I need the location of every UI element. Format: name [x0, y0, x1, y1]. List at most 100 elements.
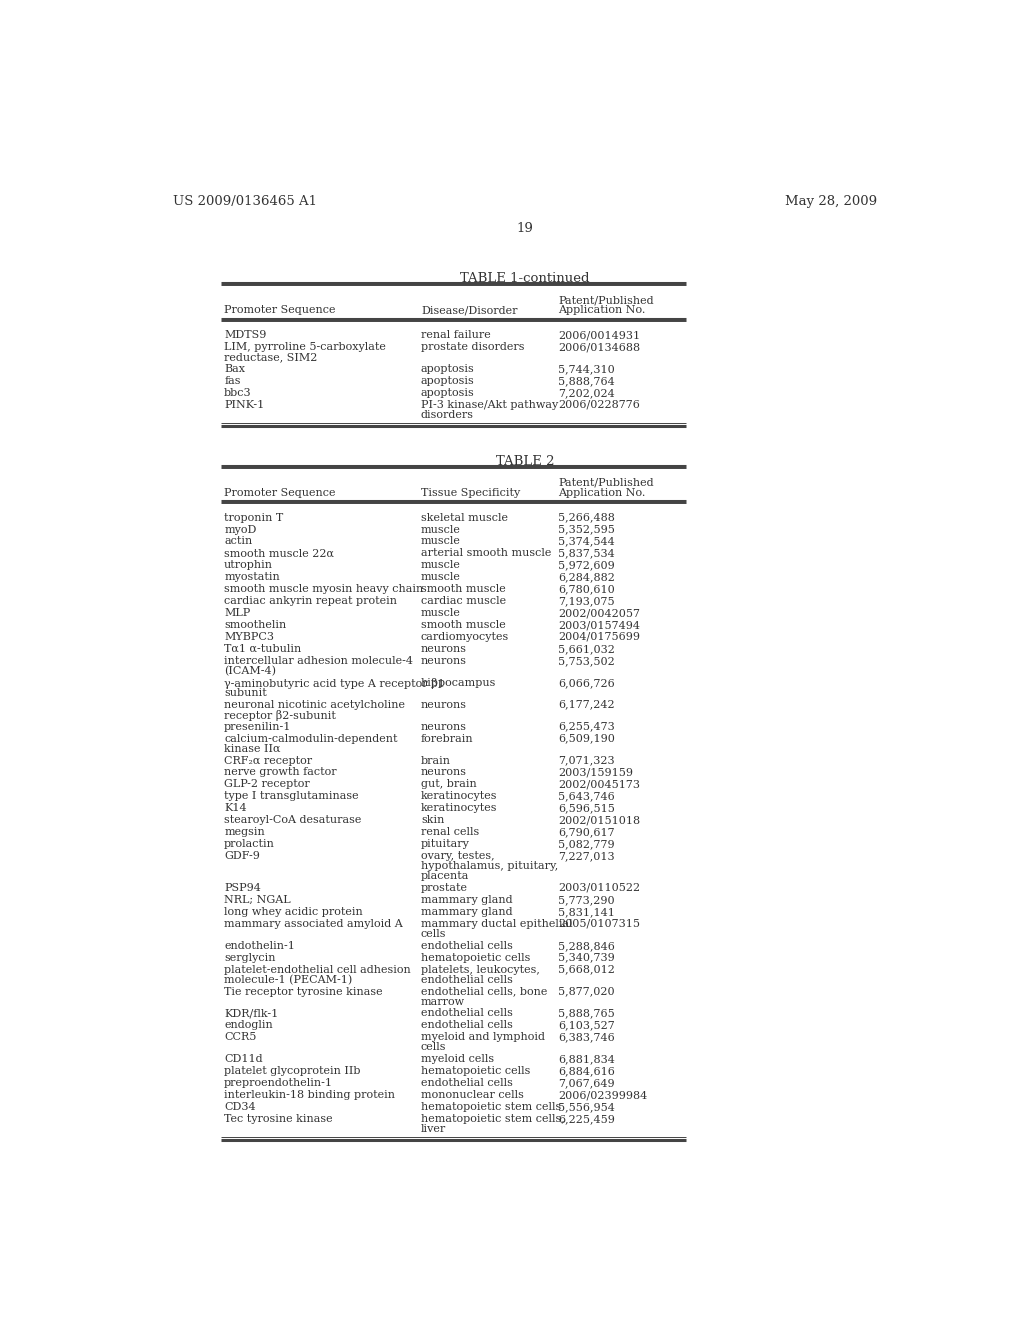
Text: brain: brain — [421, 755, 451, 766]
Text: MYBPC3: MYBPC3 — [224, 632, 274, 642]
Text: hematopoietic stem cells: hematopoietic stem cells — [421, 1102, 561, 1111]
Text: smooth muscle 22α: smooth muscle 22α — [224, 548, 334, 558]
Text: endothelial cells, bone: endothelial cells, bone — [421, 986, 547, 997]
Text: muscle: muscle — [421, 561, 461, 570]
Text: troponin T: troponin T — [224, 512, 284, 523]
Text: skeletal muscle: skeletal muscle — [421, 512, 508, 523]
Text: intercellular adhesion molecule-4: intercellular adhesion molecule-4 — [224, 656, 413, 665]
Text: May 28, 2009: May 28, 2009 — [784, 195, 877, 209]
Text: utrophin: utrophin — [224, 561, 273, 570]
Text: prolactin: prolactin — [224, 840, 275, 849]
Text: K14: K14 — [224, 804, 247, 813]
Text: 5,877,020: 5,877,020 — [558, 986, 614, 997]
Text: smoothelin: smoothelin — [224, 620, 287, 630]
Text: (ICAM-4): (ICAM-4) — [224, 665, 276, 676]
Text: 2004/0175699: 2004/0175699 — [558, 632, 640, 642]
Text: 2006/0134688: 2006/0134688 — [558, 342, 640, 352]
Text: myoD: myoD — [224, 524, 256, 535]
Text: 5,288,846: 5,288,846 — [558, 941, 615, 950]
Text: prostate: prostate — [421, 883, 468, 892]
Text: marrow: marrow — [421, 997, 465, 1007]
Text: endothelial cells: endothelial cells — [421, 974, 513, 985]
Text: cardiomyocytes: cardiomyocytes — [421, 632, 509, 642]
Text: 2005/0107315: 2005/0107315 — [558, 919, 640, 929]
Text: cells: cells — [421, 1043, 446, 1052]
Text: myostatin: myostatin — [224, 573, 280, 582]
Text: serglycin: serglycin — [224, 953, 275, 962]
Text: platelets, leukocytes,: platelets, leukocytes, — [421, 965, 540, 974]
Text: 6,066,726: 6,066,726 — [558, 677, 614, 688]
Text: kinase IIα: kinase IIα — [224, 743, 281, 754]
Text: GDF-9: GDF-9 — [224, 851, 260, 861]
Text: 6,596,515: 6,596,515 — [558, 804, 615, 813]
Text: keratinocytes: keratinocytes — [421, 804, 498, 813]
Text: smooth muscle: smooth muscle — [421, 620, 506, 630]
Text: platelet-endothelial cell adhesion: platelet-endothelial cell adhesion — [224, 965, 411, 974]
Text: reductase, SIM2: reductase, SIM2 — [224, 352, 317, 362]
Text: cardiac muscle: cardiac muscle — [421, 597, 506, 606]
Text: mammary gland: mammary gland — [421, 895, 513, 906]
Text: placenta: placenta — [421, 871, 469, 880]
Text: 5,753,502: 5,753,502 — [558, 656, 614, 665]
Text: endothelial cells: endothelial cells — [421, 1008, 513, 1019]
Text: 6,255,473: 6,255,473 — [558, 722, 614, 731]
Text: CCR5: CCR5 — [224, 1032, 256, 1043]
Text: bbc3: bbc3 — [224, 388, 252, 397]
Text: neuronal nicotinic acetylcholine: neuronal nicotinic acetylcholine — [224, 700, 406, 710]
Text: skin: skin — [421, 816, 444, 825]
Text: ovary, testes,: ovary, testes, — [421, 851, 495, 861]
Text: 6,790,617: 6,790,617 — [558, 828, 614, 837]
Text: liver: liver — [421, 1125, 446, 1134]
Text: MDTS9: MDTS9 — [224, 330, 266, 341]
Text: prostate disorders: prostate disorders — [421, 342, 524, 352]
Text: Application No.: Application No. — [558, 305, 645, 315]
Text: KDR/flk-1: KDR/flk-1 — [224, 1008, 279, 1019]
Text: muscle: muscle — [421, 524, 461, 535]
Text: 2003/159159: 2003/159159 — [558, 767, 633, 777]
Text: 6,780,610: 6,780,610 — [558, 585, 614, 594]
Text: muscle: muscle — [421, 573, 461, 582]
Text: type I transglutaminase: type I transglutaminase — [224, 792, 358, 801]
Text: 6,225,459: 6,225,459 — [558, 1114, 615, 1123]
Text: PINK-1: PINK-1 — [224, 400, 264, 409]
Text: 6,284,882: 6,284,882 — [558, 573, 615, 582]
Text: 19: 19 — [516, 222, 534, 235]
Text: 6,383,746: 6,383,746 — [558, 1032, 614, 1043]
Text: preproendothelin-1: preproendothelin-1 — [224, 1078, 333, 1088]
Text: calcium-calmodulin-dependent: calcium-calmodulin-dependent — [224, 734, 397, 743]
Text: stearoyl-CoA desaturase: stearoyl-CoA desaturase — [224, 816, 361, 825]
Text: apoptosis: apoptosis — [421, 376, 475, 385]
Text: 5,374,544: 5,374,544 — [558, 536, 614, 546]
Text: 5,972,609: 5,972,609 — [558, 561, 614, 570]
Text: 2002/0042057: 2002/0042057 — [558, 609, 640, 618]
Text: gut, brain: gut, brain — [421, 779, 477, 789]
Text: 5,266,488: 5,266,488 — [558, 512, 615, 523]
Text: MLP: MLP — [224, 609, 250, 618]
Text: PI-3 kinase/Akt pathway: PI-3 kinase/Akt pathway — [421, 400, 558, 409]
Text: CRF₂α receptor: CRF₂α receptor — [224, 755, 312, 766]
Text: platelet glycoprotein IIb: platelet glycoprotein IIb — [224, 1067, 360, 1076]
Text: long whey acidic protein: long whey acidic protein — [224, 907, 362, 917]
Text: Tie receptor tyrosine kinase: Tie receptor tyrosine kinase — [224, 986, 383, 997]
Text: 6,103,527: 6,103,527 — [558, 1020, 614, 1031]
Text: 2006/0014931: 2006/0014931 — [558, 330, 640, 341]
Text: LIM, pyrroline 5-carboxylate: LIM, pyrroline 5-carboxylate — [224, 342, 386, 352]
Text: mammary associated amyloid A: mammary associated amyloid A — [224, 919, 402, 929]
Text: Patent/Published: Patent/Published — [558, 296, 653, 305]
Text: Tα1 α-tubulin: Tα1 α-tubulin — [224, 644, 301, 653]
Text: endoglin: endoglin — [224, 1020, 272, 1031]
Text: 5,661,032: 5,661,032 — [558, 644, 615, 653]
Text: smooth muscle: smooth muscle — [421, 585, 506, 594]
Text: 7,202,024: 7,202,024 — [558, 388, 614, 397]
Text: neurons: neurons — [421, 767, 467, 777]
Text: hypothalamus, pituitary,: hypothalamus, pituitary, — [421, 861, 558, 871]
Text: endothelin-1: endothelin-1 — [224, 941, 295, 950]
Text: 5,668,012: 5,668,012 — [558, 965, 615, 974]
Text: endothelial cells: endothelial cells — [421, 941, 513, 950]
Text: 5,837,534: 5,837,534 — [558, 548, 614, 558]
Text: 5,888,765: 5,888,765 — [558, 1008, 614, 1019]
Text: cardiac ankyrin repeat protein: cardiac ankyrin repeat protein — [224, 597, 397, 606]
Text: 2002/0151018: 2002/0151018 — [558, 816, 640, 825]
Text: Tissue Specificity: Tissue Specificity — [421, 488, 520, 498]
Text: molecule-1 (PECAM-1): molecule-1 (PECAM-1) — [224, 974, 352, 985]
